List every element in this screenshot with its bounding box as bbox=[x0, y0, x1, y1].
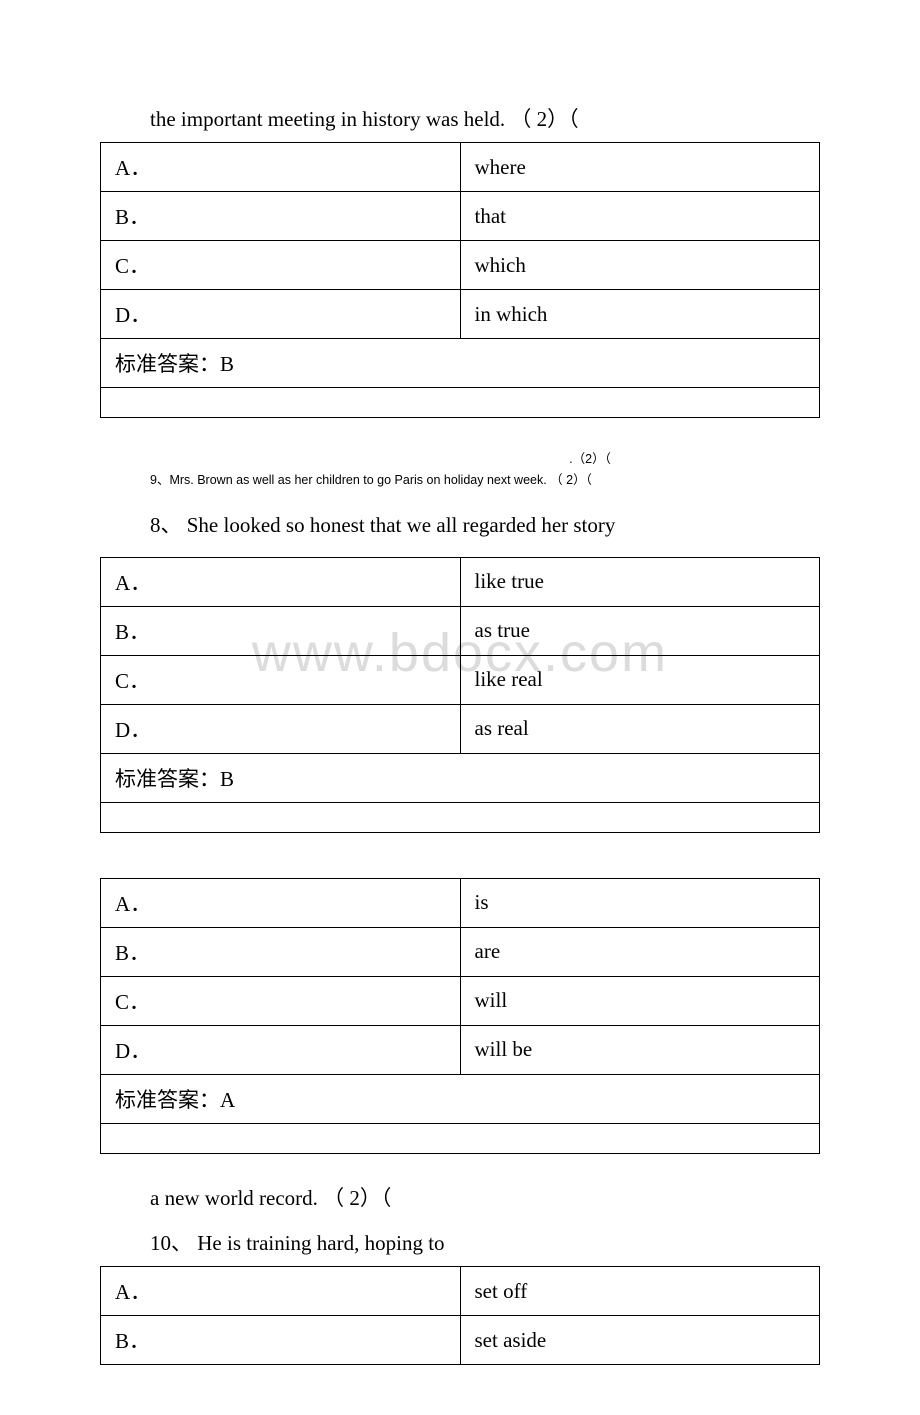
option-value-b: that bbox=[460, 192, 820, 241]
table-row: B． set aside bbox=[101, 1316, 820, 1365]
table-row: A． set off bbox=[101, 1267, 820, 1316]
table-row bbox=[101, 802, 820, 832]
answer-value: B bbox=[220, 352, 234, 376]
inter-text-1: .（2）（ bbox=[360, 448, 820, 467]
table-row bbox=[101, 1123, 820, 1153]
table-row: B． that bbox=[101, 192, 820, 241]
table-row: A． where bbox=[101, 143, 820, 192]
table-row: B． as true bbox=[101, 606, 820, 655]
table-row: C． like real bbox=[101, 655, 820, 704]
option-label-a: A． bbox=[101, 1267, 461, 1316]
table-row: D． in which bbox=[101, 290, 820, 339]
table-row bbox=[101, 388, 820, 418]
empty-cell bbox=[101, 1123, 820, 1153]
option-value-d: in which bbox=[460, 290, 820, 339]
option-label-d: D． bbox=[101, 704, 461, 753]
question-7-text: the important meeting in history was hel… bbox=[150, 105, 820, 134]
option-label-c: C． bbox=[101, 976, 461, 1025]
option-label-b: B． bbox=[101, 192, 461, 241]
inter-text-2: 9、Mrs. Brown as well as her children to … bbox=[150, 471, 820, 490]
question-8-table: A． like true B． as true C． like real D． … bbox=[100, 557, 820, 833]
table-row: 标准答案：B bbox=[101, 339, 820, 388]
option-value-b: are bbox=[460, 927, 820, 976]
option-value-c: will bbox=[460, 976, 820, 1025]
question-10-text: 10、 He is training hard, hoping to bbox=[150, 1229, 820, 1258]
option-value-a: is bbox=[460, 878, 820, 927]
option-label-c: C． bbox=[101, 241, 461, 290]
table-row: B． are bbox=[101, 927, 820, 976]
option-value-d: as real bbox=[460, 704, 820, 753]
option-value-c: like real bbox=[460, 655, 820, 704]
option-label-c: C． bbox=[101, 655, 461, 704]
table-row: A． like true bbox=[101, 557, 820, 606]
option-value-a: set off bbox=[460, 1267, 820, 1316]
question-7-table: A． where B． that C． which D． in which 标准… bbox=[100, 142, 820, 418]
table-row: D． will be bbox=[101, 1025, 820, 1074]
table-row: D． as real bbox=[101, 704, 820, 753]
option-label-d: D． bbox=[101, 290, 461, 339]
option-label-a: A． bbox=[101, 557, 461, 606]
answer-value: B bbox=[220, 767, 234, 791]
answer-label: 标准答案： bbox=[115, 767, 220, 791]
table-row: 标准答案：B bbox=[101, 753, 820, 802]
answer-row: 标准答案：B bbox=[101, 339, 820, 388]
option-value-c: which bbox=[460, 241, 820, 290]
option-label-b: B． bbox=[101, 1316, 461, 1365]
empty-cell bbox=[101, 388, 820, 418]
table-row: A． is bbox=[101, 878, 820, 927]
option-value-a: like true bbox=[460, 557, 820, 606]
option-label-a: A． bbox=[101, 878, 461, 927]
table-row: 标准答案：A bbox=[101, 1074, 820, 1123]
page-content: the important meeting in history was hel… bbox=[0, 0, 920, 1415]
answer-label: 标准答案： bbox=[115, 1088, 220, 1112]
option-value-b: as true bbox=[460, 606, 820, 655]
question-8-text: 8、 She looked so honest that we all rega… bbox=[150, 511, 820, 540]
question-10-pretext: a new world record. （ 2）（ bbox=[150, 1184, 820, 1213]
option-label-d: D． bbox=[101, 1025, 461, 1074]
empty-cell bbox=[101, 802, 820, 832]
option-value-b: set aside bbox=[460, 1316, 820, 1365]
table-row: C． which bbox=[101, 241, 820, 290]
answer-row: 标准答案：A bbox=[101, 1074, 820, 1123]
option-label-b: B． bbox=[101, 606, 461, 655]
option-value-d: will be bbox=[460, 1025, 820, 1074]
question-9-table: A． is B． are C． will D． will be 标准答案：A bbox=[100, 878, 820, 1154]
answer-value: A bbox=[220, 1088, 235, 1112]
answer-label: 标准答案： bbox=[115, 352, 220, 376]
table-row: C． will bbox=[101, 976, 820, 1025]
option-label-a: A． bbox=[101, 143, 461, 192]
option-label-b: B． bbox=[101, 927, 461, 976]
question-10-table: A． set off B． set aside bbox=[100, 1266, 820, 1365]
answer-row: 标准答案：B bbox=[101, 753, 820, 802]
option-value-a: where bbox=[460, 143, 820, 192]
